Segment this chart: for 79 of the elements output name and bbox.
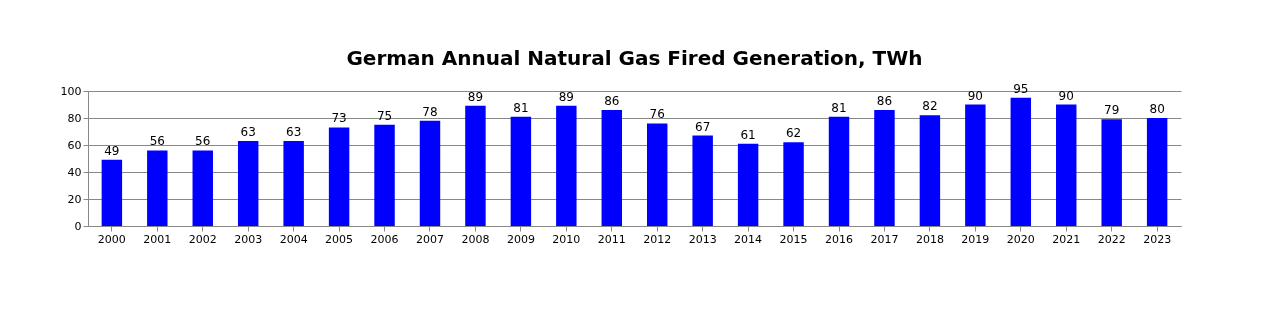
bar (601, 109, 622, 226)
data-label: 49 (104, 143, 120, 158)
data-label: 81 (831, 100, 847, 115)
data-label: 76 (649, 107, 665, 122)
y-tick-label: 0 (74, 219, 82, 233)
x-tick-label: 2015 (779, 232, 808, 246)
x-tick-label: 2005 (325, 232, 354, 246)
bar (1101, 119, 1122, 226)
x-tick-label: 2020 (1006, 232, 1035, 246)
data-label: 62 (785, 126, 802, 141)
bar (692, 135, 713, 226)
x-tick-label: 2013 (688, 232, 717, 246)
chart-title: German Annual Natural Gas Fired Generation, TWh (346, 45, 923, 70)
data-label: 80 (1149, 102, 1165, 116)
x-tick-label: 2021 (1052, 232, 1081, 246)
data-label: 63 (240, 124, 256, 139)
data-label: 75 (376, 108, 393, 123)
bar (101, 159, 123, 226)
bar (465, 105, 486, 226)
bar (192, 150, 213, 226)
data-label: 82 (922, 99, 938, 114)
x-tick-label: 2014 (734, 232, 763, 246)
y-tick-label: 100 (60, 84, 82, 98)
data-label: 90 (967, 88, 983, 103)
x-tick-label: 2007 (415, 232, 444, 246)
data-label: 56 (149, 134, 165, 149)
bar (647, 123, 668, 226)
x-tick-label: 2022 (1097, 232, 1126, 246)
bar (1010, 97, 1032, 226)
x-tick-label: 2010 (552, 232, 581, 246)
data-label: 81 (513, 100, 529, 115)
x-tick-label: 2012 (643, 232, 672, 246)
x-tick-label: 2004 (279, 232, 308, 246)
x-tick-label: 2018 (915, 232, 944, 246)
x-tick-label: 2006 (370, 232, 399, 246)
bar (283, 140, 304, 226)
bar (328, 127, 350, 226)
x-tick-label: 2003 (234, 232, 263, 246)
data-label: 56 (195, 134, 211, 149)
data-label: 61 (740, 127, 756, 142)
x-tick-label: 2019 (961, 232, 990, 246)
x-tick-label: 2002 (188, 232, 217, 246)
y-tick-label: 40 (67, 165, 82, 179)
data-label: 95 (1013, 81, 1029, 96)
x-tick-label: 2011 (597, 232, 626, 246)
y-tick-label: 60 (67, 138, 82, 152)
bar (147, 150, 168, 226)
bar (965, 104, 986, 226)
bar (783, 142, 804, 226)
bar (874, 109, 895, 226)
data-label: 89 (558, 89, 574, 104)
bar (1056, 104, 1077, 226)
bar (510, 116, 532, 226)
x-tick-label: 2001 (143, 232, 172, 246)
data-label: 86 (604, 93, 620, 108)
x-tick-label: 2008 (461, 232, 490, 246)
data-label: 89 (467, 89, 484, 104)
bar (374, 124, 395, 226)
x-tick-label: 2009 (506, 232, 535, 246)
x-tick-label: 2017 (870, 232, 899, 246)
bar (237, 140, 259, 226)
data-label: 78 (422, 104, 438, 119)
x-tick-label: 2000 (97, 232, 126, 246)
data-label: 79 (1104, 103, 1120, 118)
x-tick-label: 2016 (825, 232, 854, 246)
data-label: 86 (876, 93, 893, 108)
bar (556, 105, 577, 226)
data-label: 73 (331, 111, 347, 126)
bar (737, 143, 759, 226)
y-tick-label: 80 (67, 111, 82, 125)
x-tick-label: 2023 (1143, 232, 1172, 246)
data-label: 67 (695, 119, 711, 134)
bar (419, 120, 441, 226)
data-label: 90 (1058, 88, 1074, 103)
bar (919, 115, 941, 226)
bar (828, 116, 850, 226)
data-label: 63 (286, 124, 302, 139)
bar (1146, 118, 1168, 226)
y-tick-label: 20 (67, 192, 82, 206)
